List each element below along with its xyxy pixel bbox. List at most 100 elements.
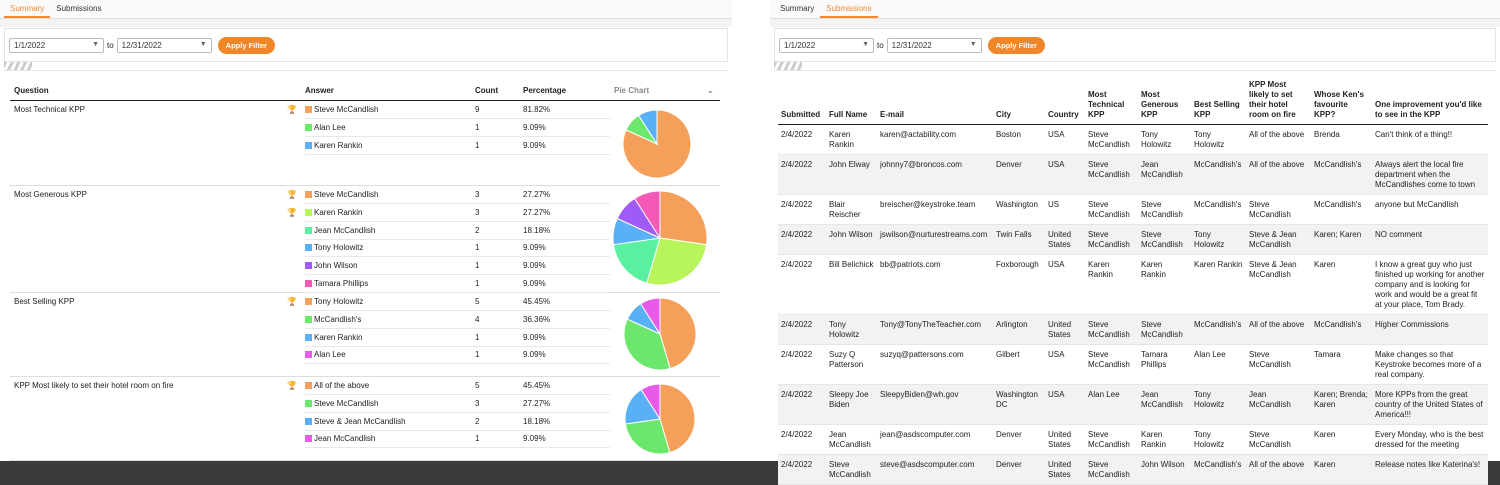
from-date-select[interactable]: 1/1/2022 ▼ <box>9 37 104 53</box>
tab-summary[interactable]: Summary <box>780 4 815 13</box>
question-text: Most Technical KPP <box>14 105 85 114</box>
pie-chart <box>612 190 708 286</box>
answer-text: Karen Rankin <box>314 140 363 150</box>
summary-panel: Summary Submissions 1/1/2022 ▼ to 12/31/2… <box>0 0 732 461</box>
pie-slice[interactable] <box>633 190 661 240</box>
chevron-down-icon[interactable]: ⌄ <box>707 86 714 95</box>
tab-submissions[interactable]: Submissions <box>56 4 102 13</box>
table-row[interactable]: 2/4/2022 Tony Holowitz Tony@TonyTheTeacher… <box>778 314 1488 345</box>
column-header[interactable]: City <box>993 80 1045 125</box>
column-header[interactable]: KPP Most likely to set their hotel room … <box>1246 80 1311 125</box>
color-swatch <box>305 191 312 198</box>
color-swatch <box>305 141 312 149</box>
pie-slice[interactable] <box>637 109 658 146</box>
column-header[interactable]: E-mail <box>877 80 993 125</box>
tab-summary[interactable]: Summary <box>4 0 51 18</box>
table-cell: Steve McCandlish <box>1085 424 1138 455</box>
table-cell: 2/4/2022 <box>778 224 826 255</box>
table-cell: McCandlish's <box>1311 194 1372 225</box>
answer-count: 2 <box>475 225 480 235</box>
pie-slice[interactable] <box>659 190 708 246</box>
column-header[interactable]: Most Generous KPP <box>1138 80 1191 125</box>
column-header[interactable]: Submitted <box>778 80 826 125</box>
to-date-select[interactable]: 12/31/2022 ▼ <box>886 37 982 53</box>
column-header[interactable]: Best Selling KPP <box>1191 80 1246 125</box>
table-cell: Every Monday, who is the best dressed fo… <box>1372 424 1488 455</box>
table-row[interactable]: 2/4/2022 Steve McCandlish steve@asdscomput… <box>778 454 1488 485</box>
from-date-select[interactable]: 1/1/2022 ▼ <box>779 37 874 53</box>
answer-count: 1 <box>475 122 480 132</box>
table-cell: Karen <box>1311 424 1372 455</box>
table-cell: Brenda <box>1311 124 1372 155</box>
answer-count: 2 <box>475 416 480 426</box>
to-date-select[interactable]: 12/31/2022 ▼ <box>116 37 212 53</box>
pie-slice[interactable] <box>659 383 696 454</box>
trophy-icon: 🏆 <box>287 381 297 390</box>
pie-slice[interactable] <box>612 237 661 284</box>
color-swatch <box>305 382 312 389</box>
trophy-icon: 🏆 <box>287 105 297 114</box>
color-swatch <box>305 226 312 234</box>
answer-row: Tony Holowitz 1 9.09% <box>305 239 610 258</box>
pie-slice[interactable] <box>639 297 661 336</box>
pie-slice[interactable] <box>623 318 671 371</box>
answer-count: 9 <box>475 105 480 114</box>
table-row[interactable]: 2/4/2022 Blair Reischer breischer@keystrok… <box>778 194 1488 225</box>
table-cell: Steve McCandlish <box>1138 314 1191 345</box>
table-row[interactable]: 2/4/2022 Karen Rankin karen@actability.com… <box>778 124 1488 155</box>
pie-slice[interactable] <box>624 388 661 425</box>
table-row[interactable]: 2/4/2022 Suzy Q Patterson suzyq@pattersons… <box>778 344 1488 385</box>
column-header[interactable]: Country <box>1045 80 1085 125</box>
table-cell: Steve McCandlish <box>1246 344 1311 385</box>
summary-header: Question Answer Count Percentage Pie Cha… <box>10 82 720 101</box>
pie-slice[interactable] <box>640 383 661 421</box>
answer-count: 4 <box>475 314 480 324</box>
table-cell: Steve McCandlish <box>1085 154 1138 195</box>
answer-count: 1 <box>475 261 480 271</box>
pie-slice[interactable] <box>624 418 671 455</box>
column-header[interactable]: One improvement you'd like to see in the… <box>1372 80 1488 125</box>
table-cell: Arlington <box>993 314 1045 345</box>
column-header[interactable]: Whose Ken's favourite KPP? <box>1311 80 1372 125</box>
table-cell: SleepyBiden@wh.gov <box>877 384 993 425</box>
apply-filter-button[interactable]: Apply Filter <box>217 36 275 54</box>
answer-row: Steve & Jean McCandlish 2 18.18% <box>305 413 610 431</box>
table-row[interactable]: 2/4/2022 Sleepy Joe Biden SleepyBiden@wh.g… <box>778 384 1488 425</box>
answer-row: Tamara Phillips 1 9.09% <box>305 275 610 293</box>
answer-row: Jean McCandlish 1 9.09% <box>305 430 610 449</box>
column-header[interactable]: Most Technical KPP <box>1085 80 1138 125</box>
table-cell: Steve McCandlish <box>1138 194 1191 225</box>
table-row[interactable]: 2/4/2022 Bill Belichick bb@patriots.com Fox… <box>778 254 1488 315</box>
chevron-down-icon: ▼ <box>969 40 977 48</box>
table-cell: Karen <box>1311 254 1372 315</box>
tab-bar: Summary Submissions <box>0 0 732 19</box>
table-row[interactable]: 2/4/2022 Jean McCandlish jean@asdscomputer… <box>778 424 1488 455</box>
table-cell: Steve McCandlish <box>1138 224 1191 255</box>
tab-bar: Summary Submissions <box>770 0 1500 19</box>
table-cell: Tony@TonyTheTeacher.com <box>877 314 993 345</box>
table-cell: Steve McCandlish <box>1085 314 1138 345</box>
answer-row: 🏆 Tony Holowitz 5 45.45% <box>287 293 610 311</box>
answer-count: 3 <box>475 207 480 217</box>
table-cell: 2/4/2022 <box>778 194 826 225</box>
answer-text: Karen Rankin <box>314 207 363 217</box>
color-swatch <box>305 399 312 407</box>
table-cell: Karen Rankin <box>1191 254 1246 315</box>
table-cell: United States <box>1045 424 1085 455</box>
table-cell: McCandlish's <box>1191 314 1246 345</box>
tab-submissions[interactable]: Submissions <box>820 0 878 18</box>
table-row[interactable]: 2/4/2022 John Wilson jswilson@nurturestrea… <box>778 224 1488 255</box>
answer-percentage: 36.36% <box>523 314 551 324</box>
apply-filter-button[interactable]: Apply Filter <box>987 36 1045 54</box>
column-header[interactable]: Full Name <box>826 80 877 125</box>
table-row[interactable]: 2/4/2022 John Elway johnny7@broncos.com Den… <box>778 154 1488 195</box>
answer-percentage: 9.09% <box>523 243 546 253</box>
color-swatch <box>305 315 312 323</box>
question-text: Most Generous KPP <box>14 190 87 199</box>
table-cell: NO comment <box>1372 224 1488 255</box>
answer-text: Steve McCandlish <box>314 190 379 199</box>
pie-slice[interactable] <box>646 237 708 286</box>
pie-slice[interactable] <box>659 297 697 370</box>
answer-text: Alan Lee <box>314 122 346 132</box>
table-cell: McCandlish's <box>1191 194 1246 225</box>
